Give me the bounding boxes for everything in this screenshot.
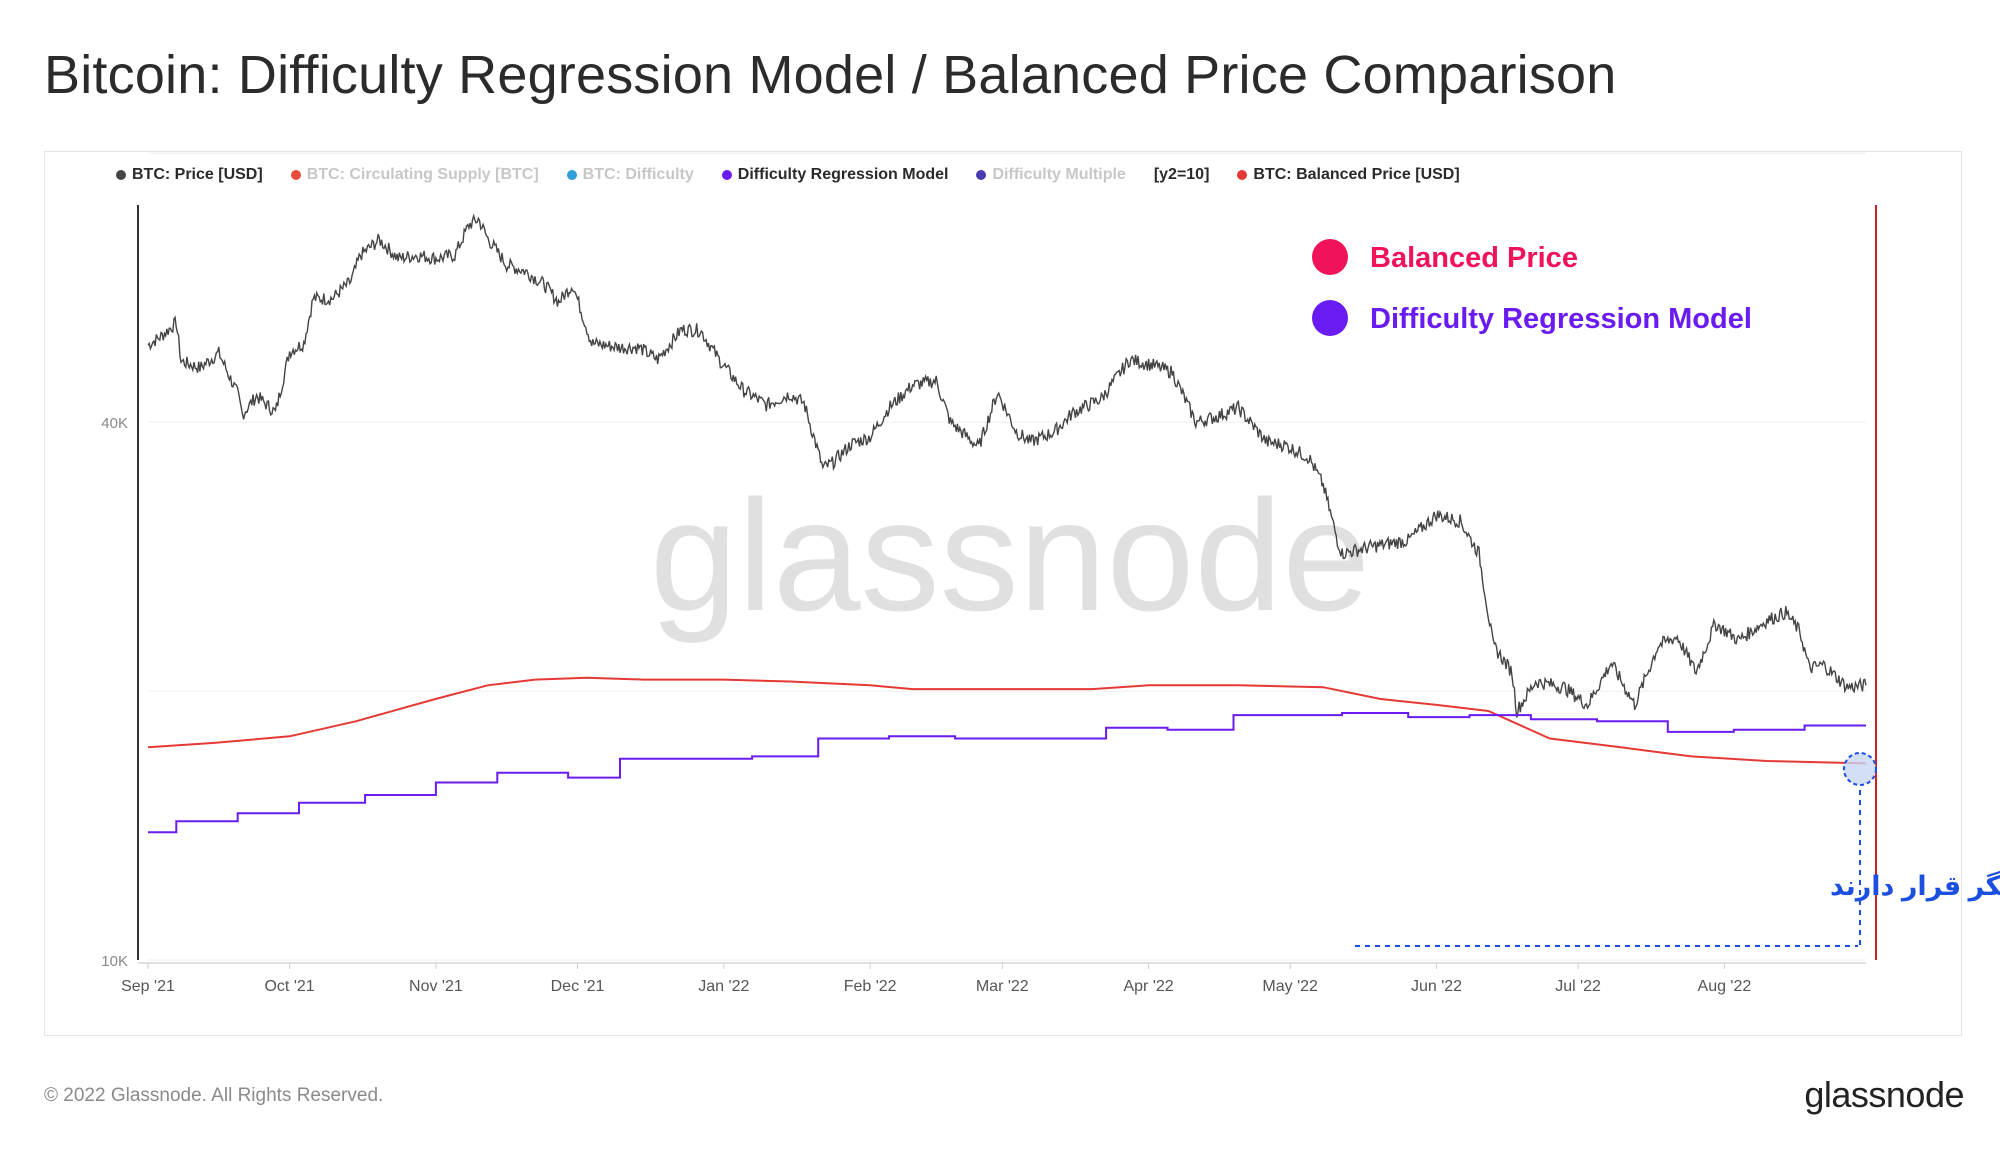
- y-tick-label: 10K: [101, 953, 128, 970]
- x-tick-label: Mar '22: [976, 978, 1029, 995]
- x-tick-label: Feb '22: [844, 978, 897, 995]
- x-tick-label: Apr '22: [1123, 978, 1173, 995]
- legend-dot-icon: [1237, 170, 1248, 180]
- footer-copyright: © 2022 Glassnode. All Rights Reserved.: [44, 1085, 384, 1106]
- x-tick-label: May '22: [1262, 978, 1318, 995]
- legend-dot-icon: [116, 170, 126, 180]
- intersection-highlight-icon: [1843, 752, 1877, 786]
- x-tick-label: Jun '22: [1411, 978, 1462, 995]
- legend-dot-icon: [566, 170, 577, 180]
- legend-dot-icon: [721, 170, 732, 180]
- page-title: Bitcoin: Difficulty Regression Model / B…: [44, 45, 1617, 105]
- persian-note: این دو معیار در تلاقی یکدیگر قرار دارند: [1830, 870, 2000, 902]
- regression-model-annotation: Difficulty Regression Model: [1370, 303, 1752, 335]
- regression-model-series-line: [148, 712, 1866, 834]
- legend-item-2[interactable]: BTC: Difficulty: [566, 166, 694, 184]
- watermark-text: glassnode: [650, 468, 1370, 644]
- legend-label: BTC: Circulating Supply [BTC]: [306, 166, 539, 183]
- balanced-price-marker-icon: [1312, 239, 1348, 275]
- legend-item-5[interactable]: [y2=10]: [1154, 166, 1210, 184]
- legend-item-4[interactable]: Difficulty Multiple: [976, 166, 1126, 184]
- x-tick-label: Aug '22: [1698, 978, 1752, 995]
- x-tick-label: Jul '22: [1555, 978, 1601, 995]
- legend-label: BTC: Balanced Price [USD]: [1253, 166, 1460, 183]
- legend-item-1[interactable]: BTC: Circulating Supply [BTC]: [290, 166, 539, 184]
- legend-label: Difficulty Multiple: [992, 166, 1126, 183]
- chart-legend: BTC: Price [USD] BTC: Circulating Supply …: [116, 166, 1460, 184]
- x-tick-label: Nov '21: [409, 978, 463, 995]
- chart-frame: [44, 151, 1962, 1036]
- price-series-line: [147, 213, 1867, 718]
- legend-label: BTC: Difficulty: [582, 166, 694, 183]
- regression-model-marker-icon: [1312, 300, 1348, 336]
- balanced-price-annotation: Balanced Price: [1370, 242, 1578, 274]
- legend-label: Difficulty Regression Model: [737, 166, 949, 183]
- footer-logo[interactable]: glassnode: [1804, 1074, 1964, 1115]
- balanced-price-series-line: [147, 676, 1867, 765]
- y-tick-label: 40K: [101, 415, 128, 432]
- legend-label: [y2=10]: [1153, 166, 1210, 183]
- x-tick-label: Sep '21: [121, 978, 175, 995]
- x-tick-label: Dec '21: [551, 978, 605, 995]
- legend-dot-icon: [290, 170, 301, 180]
- legend-dot-icon: [976, 170, 987, 180]
- legend-item-6[interactable]: BTC: Balanced Price [USD]: [1237, 166, 1460, 184]
- legend-label: BTC: Price [USD]: [132, 166, 263, 183]
- x-tick-label: Oct '21: [264, 978, 314, 995]
- x-tick-label: Jan '22: [698, 978, 749, 995]
- legend-item-0[interactable]: BTC: Price [USD]: [116, 166, 263, 184]
- legend-item-3[interactable]: Difficulty Regression Model: [721, 166, 949, 184]
